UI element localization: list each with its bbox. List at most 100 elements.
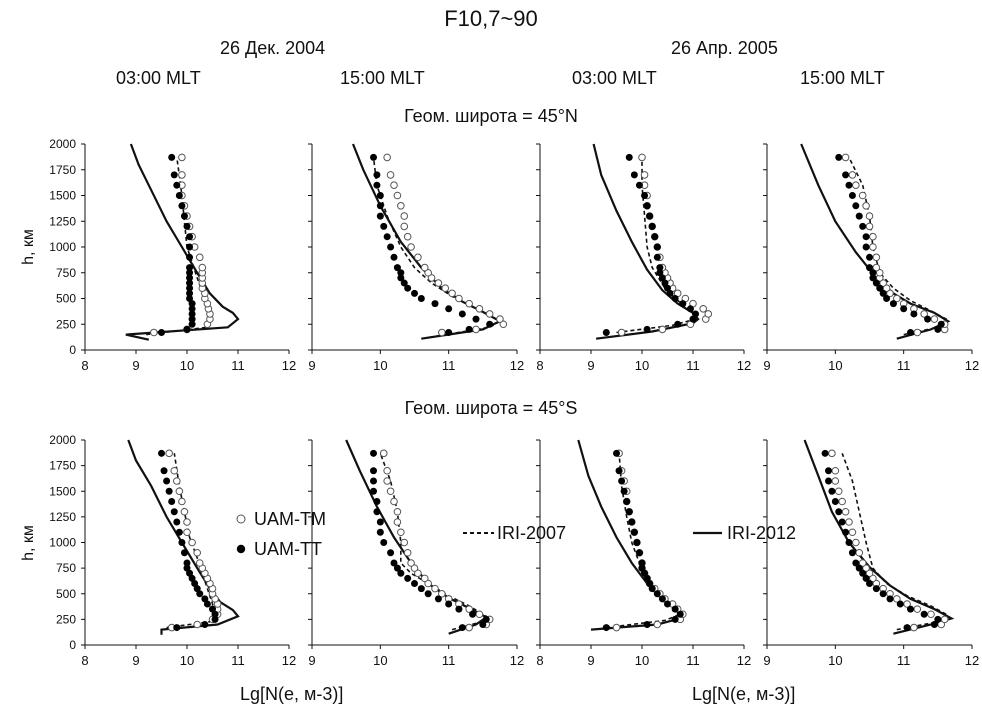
panel-6-uam-tt-point — [390, 559, 398, 567]
panel-3-uam-tm-point — [638, 153, 646, 162]
panel-5-iri2012-line — [127, 439, 240, 635]
panel-1-uam-tt-point — [183, 222, 191, 230]
panel-2-uam-tt-point — [431, 300, 439, 308]
panel-4-uam-tm-point — [865, 212, 874, 220]
panel-7-uam-tt-point — [643, 621, 651, 628]
panel-6-xtick-label: 11 — [442, 653, 456, 668]
panel-4-uam-tt-point — [848, 192, 856, 199]
panel-6-uam-tt-point — [393, 564, 401, 572]
panel-5-uam-tm-point — [183, 518, 191, 526]
panel-8-uam-tt-point — [866, 580, 873, 587]
panel-2-xtick-label: 9 — [308, 358, 315, 373]
panel-4-uam-tm-point — [852, 181, 860, 189]
panel-6-uam-tt-point — [376, 518, 384, 526]
panel-1-uam-tt-point — [178, 202, 186, 210]
panel-5-uam-tt-point — [170, 508, 178, 516]
panel-1-ytick-label: 1000 — [49, 240, 76, 254]
panel-6-uam-tm-point — [475, 610, 484, 619]
panel-7-uam-tm-point — [653, 620, 662, 629]
panel-8-uam-tm-point — [903, 600, 911, 608]
panel-6-uam-tm-point — [383, 466, 391, 475]
legend-uam-tm-label: UAM-TM — [254, 509, 326, 529]
panel-6-uam-tm-point — [407, 559, 415, 567]
panel-3-uam-tt-point — [656, 269, 664, 277]
panel-6-uam-tt-point — [373, 508, 381, 516]
panel-6-uam-tt-point — [370, 477, 377, 485]
panel-5-uam-tt-point — [163, 477, 171, 485]
panel-8-uam-tt-point — [903, 624, 911, 632]
panel-4-uam-tt-point — [852, 202, 860, 210]
panel-8-xtick-label: 9 — [763, 653, 770, 668]
panel-5-ytick-label: 250 — [56, 612, 76, 626]
panel-5-uam-tm-point — [195, 559, 204, 567]
panel-1-uam-tt-point — [186, 295, 194, 302]
panel-4-uam-tm-point — [879, 279, 887, 287]
panel-8-xtick-label: 11 — [897, 653, 911, 668]
panel-4-uam-tt-point — [869, 269, 877, 277]
panel-8-uam-tt-point — [907, 605, 914, 613]
panel-1-uam-tt-point — [186, 253, 194, 261]
panel-2-uam-tm-point — [441, 284, 450, 293]
panel-2-uam-tt-point — [472, 315, 480, 323]
panel-8-uam-tt-point — [862, 574, 870, 582]
panel-6-uam-tt-point — [387, 549, 395, 557]
panel-8-uam-tm-point — [927, 610, 935, 619]
panel-7-uam-tt-point — [635, 549, 643, 557]
panel-2-uam-tt-point — [383, 233, 391, 241]
panel-4-uam-tt-point — [907, 328, 914, 336]
panel-1-xtick-label: 10 — [180, 358, 194, 373]
panel-5-uam-tt-point — [173, 624, 181, 632]
panel-6-uam-tt-point — [370, 467, 377, 475]
panel-6-uam-tm-point — [410, 564, 419, 572]
panel-8-uam-tm-point — [848, 528, 857, 537]
panel-2-uam-tt-point — [404, 284, 412, 292]
panel-1-uam-tt-point — [188, 315, 196, 323]
panel-5-uam-tm-point — [170, 466, 179, 475]
panel-3-xtick-label: 8 — [536, 358, 543, 373]
mlt-label-2: 15:00 MLT — [340, 68, 425, 88]
panel-4-uam-tt-point — [845, 181, 853, 189]
panel-6-uam-tt-point — [370, 449, 377, 457]
panel-6-uam-tm-point — [400, 538, 409, 547]
panel-8-uam-tt-point — [852, 559, 860, 567]
panel-3-xtick-label: 10 — [635, 358, 649, 373]
panel-7-uam-tt-point — [625, 508, 633, 516]
panel-8-uam-tm-point — [893, 595, 901, 603]
panel-6-uam-tt-point — [370, 487, 377, 495]
panel-2-uam-tm-point — [485, 310, 494, 318]
panel-6-uam-tm-point — [393, 507, 402, 516]
panel-1-uam-tt-point — [186, 243, 194, 251]
panel-5-xtick-label: 12 — [282, 653, 296, 668]
panel-6-uam-tm-point — [393, 518, 402, 526]
panel-2-uam-tt-point — [400, 279, 408, 287]
panel-1-uam-tm-point — [150, 328, 158, 337]
panel-2-uam-tt-point — [380, 222, 388, 230]
panel-4-uam-tm-point — [872, 263, 881, 272]
panel-6-uam-tt-point — [380, 539, 388, 546]
panel-6-uam-tm-point — [465, 605, 473, 613]
panel-2-uam-tt-point — [417, 295, 425, 302]
panel-5-uam-tt-point — [160, 467, 168, 475]
panel-4-uam-tm-point — [920, 310, 928, 318]
panel-4-uam-tm-point — [882, 284, 891, 293]
panel-1-ytick-label: 250 — [56, 317, 76, 331]
panel-5-uam-tt-point — [180, 549, 188, 557]
panel-1-uam-tm-point — [178, 153, 186, 162]
panel-3-xtick-label: 12 — [737, 358, 751, 373]
legend-uam-tm-marker — [236, 514, 246, 524]
panel-8-uam-tm-point — [834, 487, 843, 496]
panel-2-uam-tt-point — [376, 212, 384, 220]
panel-2-uam-tm-point — [400, 212, 409, 220]
panel-8-uam-tm-point — [869, 574, 877, 583]
panel-1-uam-tt-point — [186, 279, 194, 287]
panel-6-uam-tt-point — [455, 605, 463, 613]
panel-1-uam-tm-point — [195, 253, 204, 262]
panel-8-uam-tt-point — [855, 564, 863, 572]
panel-4-uam-tt-point — [879, 289, 887, 297]
panel-8-uam-tt-point — [831, 498, 839, 505]
panel-5-uam-tt-point — [183, 559, 191, 567]
panel-8-uam-tt-point — [845, 539, 853, 546]
panel-8-uam-tm-point — [841, 507, 850, 516]
panel-2-uam-tm-point — [403, 232, 412, 241]
panel-8-uam-tm-point — [855, 548, 864, 557]
